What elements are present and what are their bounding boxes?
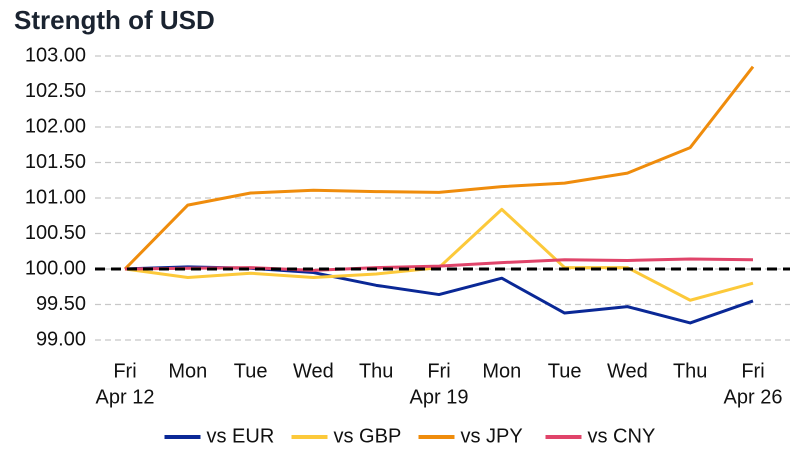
- series-line: [124, 207, 754, 302]
- legend-label: vs GBP: [334, 425, 402, 447]
- y-tick-label: 100.50: [25, 222, 86, 244]
- x-tick-label: Thu: [359, 360, 393, 382]
- x-tick-label: Fri: [427, 360, 450, 382]
- y-tick-label: 102.50: [25, 80, 86, 102]
- series-line: [123, 65, 755, 271]
- y-tick-label: 102.00: [25, 115, 86, 137]
- y-tick-label: 101.00: [25, 186, 86, 208]
- x-tick-label: Wed: [607, 360, 648, 382]
- x-tick-label: Fri: [741, 360, 764, 382]
- x-tick-label: Apr 26: [724, 386, 783, 408]
- x-tick-label: Mon: [482, 360, 521, 382]
- x-tick-label: Fri: [113, 360, 136, 382]
- y-tick-label: 99.50: [36, 293, 86, 315]
- legend-label: vs EUR: [207, 425, 275, 447]
- y-tick-label: 100.00: [25, 257, 86, 279]
- y-tick-label: 103.00: [25, 44, 86, 66]
- legend-label: vs CNY: [588, 425, 656, 447]
- x-tick-label: Thu: [673, 360, 707, 382]
- x-tick-label: Apr 19: [410, 386, 469, 408]
- x-tick-label: Apr 12: [96, 386, 155, 408]
- y-tick-label: 101.50: [25, 151, 86, 173]
- y-tick-label: 99.00: [36, 328, 86, 350]
- x-tick-label: Wed: [293, 360, 334, 382]
- x-tick-label: Tue: [548, 360, 582, 382]
- x-tick-label: Tue: [234, 360, 268, 382]
- chart-title: Strength of USD: [14, 5, 215, 35]
- legend-label: vs JPY: [461, 425, 523, 447]
- x-tick-label: Mon: [168, 360, 207, 382]
